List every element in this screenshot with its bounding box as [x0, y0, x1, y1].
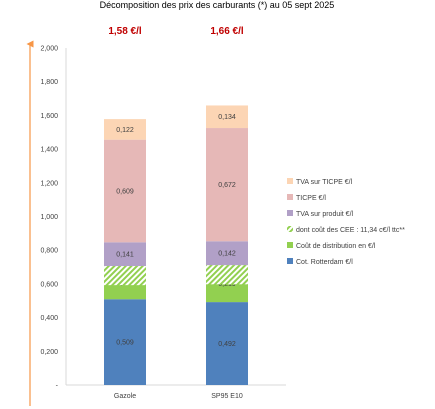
legend-label: TVA sur TICPE €/l: [296, 179, 353, 186]
legend-label: Coût de distribution en €/l: [296, 243, 376, 250]
y-tick-label: 0,200: [40, 349, 58, 356]
segment-value-label: 0,122: [116, 127, 134, 134]
y-tick-label: -: [56, 383, 59, 390]
bar-segment: [206, 105, 248, 129]
y-tick-label: 1,800: [40, 79, 58, 86]
legend-swatch: [287, 258, 293, 264]
bar-total-label: 1,66 €/l: [210, 26, 244, 37]
segment-value-label: 0,219: [218, 281, 236, 288]
bar-segment: [104, 139, 146, 243]
y-tick-label: 1,200: [40, 180, 58, 187]
y-tick-label: 0,400: [40, 315, 58, 322]
bar-segment-cee: [104, 266, 146, 286]
bar-segment: [206, 241, 248, 266]
segment-value-label: 0,492: [218, 341, 236, 348]
y-tick-label: 0,600: [40, 281, 58, 288]
segment-value-label: 0,141: [116, 252, 134, 259]
segment-value-label: 0,134: [218, 114, 236, 121]
bar-segment: [104, 119, 146, 140]
y-tick-label: 2,000: [40, 46, 58, 53]
legend-label: Cot. Rotterdam €/l: [296, 259, 353, 266]
y-tick-label: 1,000: [40, 214, 58, 221]
y-tick-label: 1,600: [40, 113, 58, 120]
legend-swatch: [287, 178, 293, 184]
x-category-label: Gazole: [114, 393, 136, 400]
segment-value-label: 0,672: [218, 182, 236, 189]
legend-swatch: [287, 194, 293, 200]
bar-segment: [104, 299, 146, 385]
bar-segment: [206, 302, 248, 385]
legend-label: TVA sur produit €/l: [296, 211, 354, 218]
legend-swatch: [287, 226, 293, 232]
legend-swatch: [287, 242, 293, 248]
y-tick-label: 0,800: [40, 248, 58, 255]
bar-segment: [104, 242, 146, 267]
bar-segment: [206, 128, 248, 242]
legend-label: dont coût des CEE : 11,34 c€/l ttc**: [296, 227, 405, 234]
segment-value-label: 0,609: [116, 188, 134, 195]
legend-swatch: [287, 210, 293, 216]
bar-segment-cee: [206, 265, 248, 285]
segment-value-label: 0,509: [116, 340, 134, 347]
legend-label: TICPE €/l: [296, 195, 326, 202]
x-category-label: SP95 E10: [211, 393, 243, 400]
segment-value-label: 0,142: [218, 251, 236, 258]
bar-total-label: 1,58 €/l: [108, 26, 142, 37]
chart-title: Décomposition des prix des carburants (*…: [100, 0, 335, 10]
y-tick-label: 1,400: [40, 147, 58, 154]
